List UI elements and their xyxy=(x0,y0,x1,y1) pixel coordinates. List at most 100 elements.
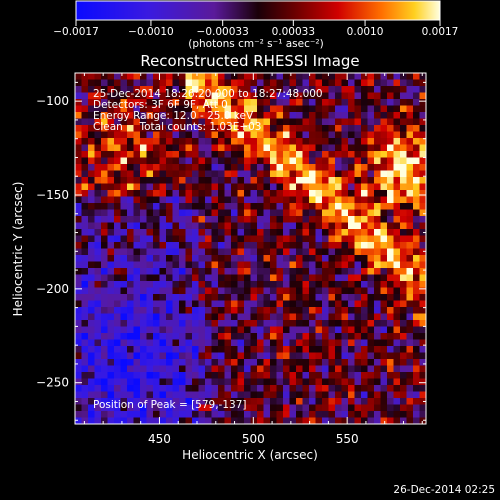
heatmap-cell xyxy=(361,79,368,87)
heatmap-cell xyxy=(302,222,310,230)
heatmap-cell xyxy=(289,411,297,418)
heatmap-cell xyxy=(413,352,420,360)
heatmap-cell xyxy=(159,372,167,379)
heatmap-cell xyxy=(348,151,355,158)
heatmap-cell xyxy=(380,190,388,197)
heatmap-cell xyxy=(211,365,219,373)
heatmap-cell xyxy=(406,157,414,165)
heatmap-cell xyxy=(244,164,251,171)
heatmap-cell xyxy=(94,86,102,93)
heatmap-cell xyxy=(185,216,193,223)
heatmap-cell xyxy=(218,79,225,87)
heatmap-cell xyxy=(263,398,271,405)
heatmap-cell xyxy=(101,86,108,93)
heatmap-cell xyxy=(387,203,394,210)
heatmap-cell xyxy=(185,196,193,204)
heatmap-cell xyxy=(367,242,375,249)
heatmap-cell xyxy=(88,164,95,171)
heatmap-cell xyxy=(374,385,381,392)
heatmap-cell xyxy=(354,183,362,191)
heatmap-cell xyxy=(361,417,368,424)
heatmap-cell xyxy=(237,131,245,139)
heatmap-cell xyxy=(361,222,368,230)
heatmap-cell xyxy=(218,157,225,165)
heatmap-cell xyxy=(296,411,303,418)
heatmap-cell xyxy=(374,352,381,360)
heatmap-cell xyxy=(127,268,134,275)
heatmap-cell xyxy=(120,79,128,87)
heatmap-cell xyxy=(361,411,368,418)
heatmap-cell xyxy=(185,274,193,282)
heatmap-cell xyxy=(81,177,89,184)
heatmap-cell xyxy=(211,333,219,340)
heatmap-cell xyxy=(140,404,147,412)
heatmap-cell xyxy=(120,339,128,347)
heatmap-cell xyxy=(361,209,368,217)
heatmap-cell xyxy=(107,378,115,386)
heatmap-cell xyxy=(387,320,394,327)
heatmap-cell xyxy=(263,177,271,184)
heatmap-cell xyxy=(406,372,414,379)
heatmap-cell xyxy=(406,255,414,262)
heatmap-cell xyxy=(289,112,297,119)
heatmap-cell xyxy=(393,248,401,256)
heatmap-cell xyxy=(315,105,323,113)
heatmap-cell xyxy=(146,268,154,275)
heatmap-cell xyxy=(231,359,238,366)
heatmap-cell xyxy=(218,216,225,223)
heatmap-cell xyxy=(107,352,115,360)
heatmap-cell xyxy=(224,300,232,308)
heatmap-cell xyxy=(159,170,167,178)
heatmap-cell xyxy=(94,333,102,340)
heatmap-cell xyxy=(101,118,108,126)
heatmap-cell xyxy=(413,287,420,295)
heatmap-cell xyxy=(257,73,264,80)
heatmap-cell xyxy=(192,313,199,321)
heatmap-cell xyxy=(75,287,82,295)
heatmap-cell xyxy=(335,294,342,301)
heatmap-cell xyxy=(309,157,316,165)
heatmap-cell xyxy=(374,216,381,223)
heatmap-cell xyxy=(231,404,238,412)
heatmap-cell xyxy=(159,203,167,210)
heatmap-cell xyxy=(133,242,141,249)
heatmap-cell xyxy=(374,248,381,256)
heatmap-cell xyxy=(107,92,115,100)
heatmap-cell xyxy=(367,144,375,152)
heatmap-cell xyxy=(198,313,206,321)
heatmap-cell xyxy=(237,372,245,379)
heatmap-cell xyxy=(94,385,102,392)
heatmap-cell xyxy=(166,411,173,418)
heatmap-cell xyxy=(94,281,102,288)
heatmap-cell xyxy=(198,79,206,87)
heatmap-cell xyxy=(302,385,310,392)
heatmap-cell xyxy=(309,300,316,308)
heatmap-cell xyxy=(133,372,141,379)
heatmap-cell xyxy=(224,281,232,288)
heatmap-cell xyxy=(361,242,368,249)
heatmap-cell xyxy=(309,235,316,243)
heatmap-cell xyxy=(302,164,310,171)
heatmap-cell xyxy=(328,307,336,314)
heatmap-cell xyxy=(101,404,108,412)
heatmap-cell xyxy=(361,203,368,210)
heatmap-cell xyxy=(380,255,388,262)
heatmap-cell xyxy=(348,320,355,327)
heatmap-cell xyxy=(185,177,193,184)
heatmap-cell xyxy=(276,320,284,327)
heatmap-cell xyxy=(348,352,355,360)
heatmap-cell xyxy=(341,170,349,178)
heatmap-cell xyxy=(120,261,128,269)
heatmap-cell xyxy=(309,417,316,424)
heatmap-cell xyxy=(114,222,121,230)
heatmap-cell xyxy=(348,300,355,308)
heatmap-cell xyxy=(140,131,147,139)
heatmap-cell xyxy=(244,222,251,230)
heatmap-cell xyxy=(354,313,362,321)
heatmap-cell xyxy=(270,287,277,295)
heatmap-cell xyxy=(302,294,310,301)
heatmap-cell xyxy=(218,346,225,353)
heatmap-cell xyxy=(166,268,173,275)
heatmap-cell xyxy=(380,99,388,106)
heatmap-cell xyxy=(348,294,355,301)
